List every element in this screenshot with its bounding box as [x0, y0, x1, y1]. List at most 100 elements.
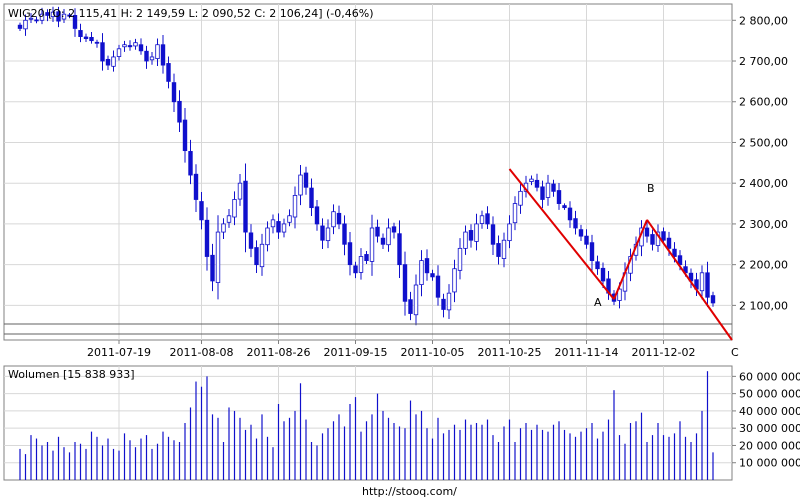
candle	[424, 249, 430, 281]
candle-body	[270, 219, 276, 228]
x-tick-label: 2011-10-05	[401, 346, 465, 359]
candle-body	[375, 226, 380, 237]
candle-body	[259, 243, 265, 268]
candle-body	[61, 13, 67, 20]
candle-body	[600, 267, 606, 282]
candle	[182, 108, 188, 163]
trend-line	[646, 219, 733, 341]
candle-body	[226, 215, 232, 223]
candle	[336, 205, 342, 230]
candle-body	[446, 292, 452, 311]
candle	[45, 9, 50, 22]
candles	[17, 6, 716, 326]
candle-body	[221, 223, 226, 233]
candle-body	[105, 58, 111, 66]
candle-body	[133, 42, 138, 47]
source-link[interactable]: http://stooq.com/	[362, 485, 457, 498]
candle	[578, 224, 584, 241]
candle-body	[512, 203, 518, 224]
candle-body	[100, 42, 105, 62]
candle-body	[39, 13, 45, 21]
candle	[243, 163, 248, 253]
candle	[226, 208, 232, 228]
volume-tick-label: 10 000 000	[739, 457, 800, 470]
price-grid	[4, 4, 732, 340]
price-title: WIG20 [O: 2 115,41 H: 2 149,59 L: 2 090,…	[8, 7, 374, 20]
candle	[94, 39, 100, 48]
x-tick-label: 2011-08-26	[247, 346, 311, 359]
y-tick-label: 2 500,00	[739, 136, 788, 149]
candle-body	[479, 215, 485, 224]
candle-body	[232, 199, 237, 218]
volume-tick-label: 20 000 000	[739, 439, 800, 452]
y-tick-label: 2 700,00	[739, 55, 788, 68]
candle	[402, 251, 408, 316]
candle-body	[67, 14, 72, 17]
candle	[177, 90, 182, 133]
candle	[193, 164, 199, 212]
candle	[111, 50, 116, 72]
candle	[408, 291, 413, 321]
candle-body	[265, 227, 270, 246]
y-tick-label: 2 300,00	[739, 218, 788, 231]
candle	[72, 8, 78, 37]
candle	[166, 56, 171, 89]
candle	[298, 164, 303, 206]
candle	[705, 261, 710, 308]
candle-body	[89, 36, 94, 42]
candle	[441, 293, 446, 318]
candle	[254, 240, 259, 274]
candle	[584, 229, 589, 249]
candle-body	[408, 299, 413, 314]
volume-grid	[4, 366, 732, 480]
candle	[265, 221, 270, 252]
candle	[562, 203, 567, 210]
candle-body	[320, 225, 325, 241]
candle	[644, 221, 650, 243]
candle	[259, 233, 265, 276]
candle-body	[397, 233, 402, 266]
candle-body	[215, 231, 221, 283]
price-axis: 2 100,00 2 200,00 2 300,00 2 400,00 2 500,00…	[732, 14, 788, 312]
candle	[540, 180, 545, 209]
candle	[39, 7, 45, 25]
candle	[369, 214, 375, 276]
candle-body	[490, 224, 496, 245]
candle-body	[56, 11, 61, 22]
candle	[419, 250, 424, 297]
candle	[56, 6, 61, 28]
candle-body	[127, 45, 133, 48]
candle	[545, 174, 551, 206]
candle	[100, 33, 105, 71]
x-tick-label: 2011-08-08	[170, 346, 234, 359]
volume-tick-label: 50 000 000	[739, 388, 800, 401]
candle	[221, 218, 226, 239]
candle	[23, 14, 28, 36]
candle-body	[529, 178, 534, 182]
candle	[50, 6, 56, 23]
abc-trend-lines	[508, 168, 733, 341]
candle-body	[237, 182, 243, 200]
candle	[89, 31, 94, 44]
candle-body	[391, 226, 397, 233]
candle	[325, 219, 331, 249]
candle	[320, 218, 325, 249]
candle	[270, 214, 276, 234]
candle	[353, 261, 358, 279]
candle	[138, 38, 144, 55]
candle-body	[199, 201, 204, 221]
candle	[232, 191, 237, 226]
candle-body	[369, 227, 375, 262]
candle	[347, 231, 353, 276]
volume-axis: 10 000 000 20 000 000 30 000 000 40 000 000…	[732, 370, 800, 470]
candle	[380, 233, 386, 249]
candle-body	[413, 284, 419, 316]
candle-body	[617, 288, 622, 301]
candle	[490, 216, 496, 256]
candle-body	[144, 50, 149, 62]
y-tick-label: 2 400,00	[739, 177, 788, 190]
candle	[556, 182, 562, 210]
candle	[699, 265, 705, 300]
x-tick-label: 2011-09-15	[324, 346, 388, 359]
candle-body	[28, 17, 34, 20]
